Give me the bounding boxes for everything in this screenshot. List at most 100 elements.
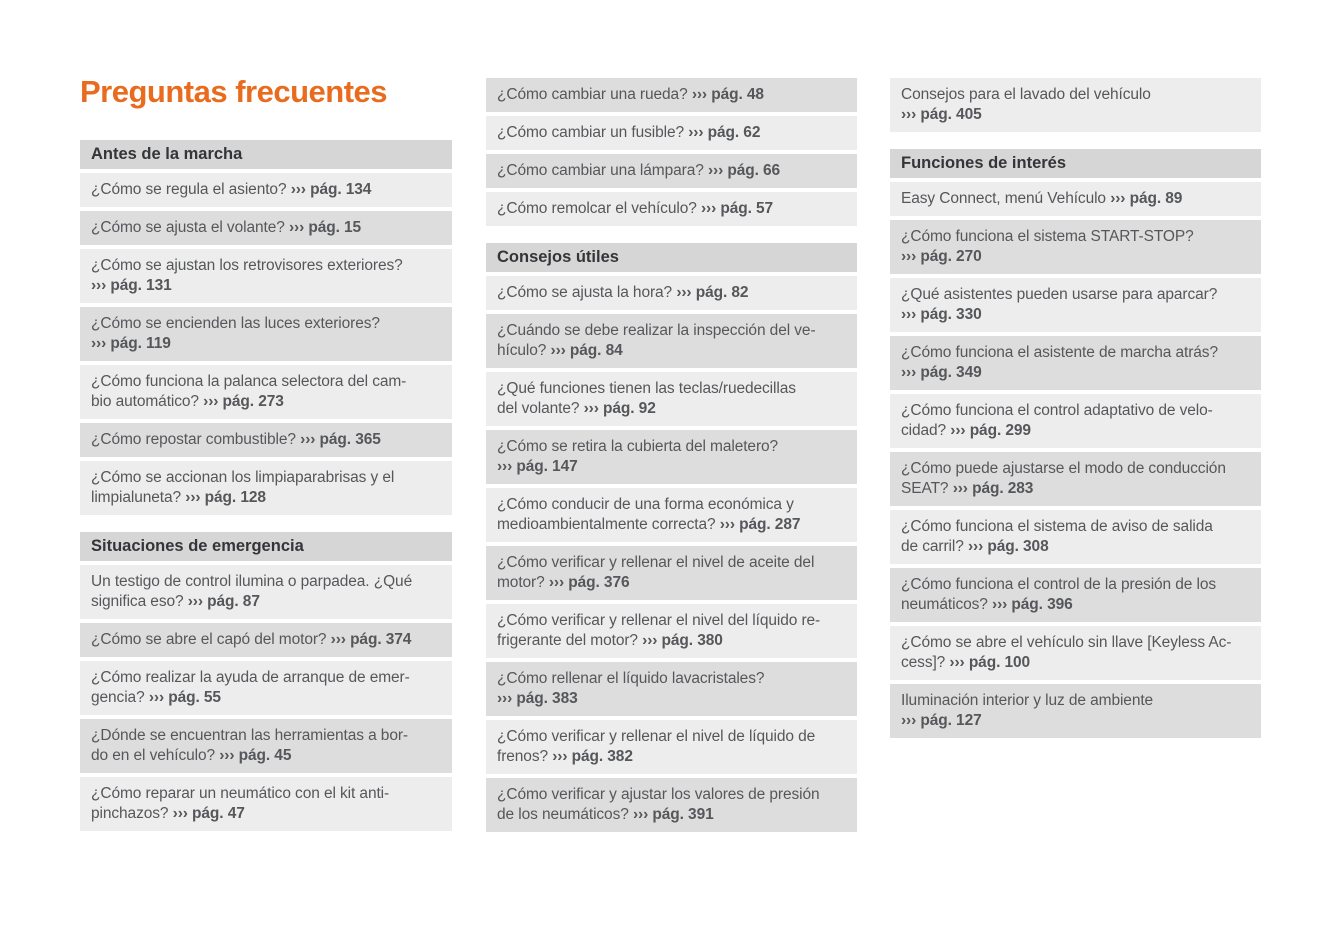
faq-item: ¿Cómo se ajusta el volante? ››› pág. 15 bbox=[80, 211, 452, 245]
faq-item: ¿Cómo funciona el control de la presión … bbox=[890, 568, 1261, 622]
faq-item: ¿Qué funciones tienen las teclas/ruedeci… bbox=[486, 372, 857, 426]
page-reference: ››› pág. 134 bbox=[290, 181, 372, 198]
page-reference: ››› pág. 55 bbox=[148, 689, 221, 706]
page-reference: ››› pág. 84 bbox=[550, 342, 623, 359]
page-reference: ››› pág. 15 bbox=[288, 219, 362, 236]
page-reference: ››› pág. 119 bbox=[91, 335, 171, 352]
page-reference: ››› pág. 270 bbox=[901, 248, 982, 265]
page-reference: ››› pág. 273 bbox=[203, 393, 284, 410]
page-reference: ››› pág. 89 bbox=[1110, 190, 1183, 207]
faq-item: Un testigo de control ilumina o parpadea… bbox=[80, 565, 452, 619]
faq-question: ¿Cómo funciona el sistema de aviso de sa… bbox=[901, 518, 1213, 555]
faq-item: ¿Dónde se encuentran las herramientas a … bbox=[80, 719, 452, 773]
faq-question: ¿Cómo verificar y rellenar el nivel de a… bbox=[497, 554, 815, 591]
column-right: Consejos para el lavado del vehículo ›››… bbox=[890, 78, 1261, 742]
page-reference: ››› pág. 147 bbox=[497, 458, 578, 475]
faq-question: ¿Cómo se encienden las luces exteriores? bbox=[91, 315, 380, 332]
faq-item: ¿Cómo cambiar un fusible? ››› pág. 62 bbox=[486, 116, 857, 150]
faq-question: ¿Dónde se encuentran las herramientas a … bbox=[91, 727, 408, 764]
faq-item: ¿Cómo verificar y rellenar el nivel de l… bbox=[486, 720, 857, 774]
faq-question: ¿Cómo reparar un neumático con el kit an… bbox=[91, 785, 390, 822]
page-reference: ››› pág. 365 bbox=[300, 431, 381, 448]
page-title: Preguntas frecuentes bbox=[80, 74, 388, 109]
page-reference: ››› pág. 66 bbox=[707, 162, 781, 179]
faq-item: ¿Cómo repostar combustible? ››› pág. 365 bbox=[80, 423, 452, 457]
page-reference: ››› pág. 396 bbox=[992, 596, 1073, 613]
faq-question: ¿Cómo se abre el vehículo sin llave [Key… bbox=[901, 634, 1232, 671]
page-reference: ››› pág. 330 bbox=[901, 306, 982, 323]
page-reference: ››› pág. 47 bbox=[172, 805, 245, 822]
page-reference: ››› pág. 380 bbox=[642, 632, 723, 649]
page-reference: ››› pág. 374 bbox=[330, 631, 412, 648]
page-reference: ››› pág. 405 bbox=[901, 106, 982, 123]
page-reference: ››› pág. 287 bbox=[719, 516, 801, 533]
page-reference: ››› pág. 45 bbox=[219, 747, 292, 764]
faq-question: ¿Cuándo se debe realizar la inspección d… bbox=[497, 322, 816, 359]
page-reference: ››› pág. 128 bbox=[185, 489, 266, 506]
faq-question: ¿Cómo conducir de una forma económica y … bbox=[497, 496, 794, 533]
faq-question: ¿Cómo funciona la palanca selectora del … bbox=[91, 373, 407, 410]
faq-question: ¿Qué funciones tienen las teclas/ruedeci… bbox=[497, 380, 796, 417]
faq-item: ¿Cómo reparar un neumático con el kit an… bbox=[80, 777, 452, 831]
section-header: Situaciones de emergencia bbox=[80, 532, 452, 561]
faq-question: ¿Cómo se ajustan los retrovisores exteri… bbox=[91, 257, 403, 274]
faq-question: ¿Cómo repostar combustible? bbox=[91, 431, 296, 448]
page-reference: ››› pág. 391 bbox=[632, 806, 714, 823]
faq-item: ¿Cómo realizar la ayuda de arranque de e… bbox=[80, 661, 452, 715]
faq-question: ¿Cómo cambiar un fusible? bbox=[497, 124, 685, 141]
faq-question: ¿Cómo funciona el sistema START-STOP? bbox=[901, 228, 1194, 245]
faq-item: ¿Cómo se ajusta la hora? ››› pág. 82 bbox=[486, 276, 857, 310]
faq-item: ¿Cómo cambiar una lámpara? ››› pág. 66 bbox=[486, 154, 857, 188]
faq-item: Easy Connect, menú Vehículo ››› pág. 89 bbox=[890, 182, 1261, 216]
faq-question: ¿Cómo se retira la cubierta del maletero… bbox=[497, 438, 779, 455]
faq-question: Easy Connect, menú Vehículo bbox=[901, 190, 1106, 207]
faq-item: ¿Cómo se encienden las luces exteriores?… bbox=[80, 307, 452, 361]
page-reference: ››› pág. 62 bbox=[688, 124, 761, 141]
faq-item: ¿Cómo funciona el control adaptativo de … bbox=[890, 394, 1261, 448]
page-reference: ››› pág. 376 bbox=[548, 574, 630, 591]
faq-question: ¿Cómo verificar y rellenar el nivel del … bbox=[497, 612, 821, 649]
page-reference: ››› pág. 57 bbox=[700, 200, 774, 217]
faq-item: ¿Cómo funciona el sistema START-STOP? ››… bbox=[890, 220, 1261, 274]
faq-question: ¿Cómo cambiar una lámpara? bbox=[497, 162, 704, 179]
page-reference: ››› pág. 92 bbox=[583, 400, 656, 417]
faq-question: ¿Cómo se regula el asiento? bbox=[91, 181, 287, 198]
section-header: Antes de la marcha bbox=[80, 140, 452, 169]
faq-question: Un testigo de control ilumina o parpadea… bbox=[91, 573, 413, 610]
section-header: Funciones de interés bbox=[890, 149, 1261, 178]
faq-item: Iluminación interior y luz de ambiente ›… bbox=[890, 684, 1261, 738]
faq-item: ¿Cómo remolcar el vehículo? ››› pág. 57 bbox=[486, 192, 857, 226]
faq-item: ¿Cómo se retira la cubierta del maletero… bbox=[486, 430, 857, 484]
faq-question: ¿Cómo se abre el capó del motor? bbox=[91, 631, 327, 648]
faq-item: ¿Cómo verificar y rellenar el nivel del … bbox=[486, 604, 857, 658]
page-reference: ››› pág. 308 bbox=[967, 538, 1049, 555]
faq-question: Iluminación interior y luz de ambiente bbox=[901, 692, 1154, 709]
faq-item: ¿Cómo cambiar una rueda? ››› pág. 48 bbox=[486, 78, 857, 112]
page-reference: ››› pág. 48 bbox=[691, 86, 764, 103]
faq-item: ¿Cómo funciona la palanca selectora del … bbox=[80, 365, 452, 419]
faq-question: ¿Cómo rellenar el líquido lavacristales? bbox=[497, 670, 765, 687]
page-reference: ››› pág. 131 bbox=[91, 277, 172, 294]
faq-item: ¿Cómo funciona el sistema de aviso de sa… bbox=[890, 510, 1261, 564]
faq-item: ¿Cómo puede ajustarse el modo de conducc… bbox=[890, 452, 1261, 506]
column-middle: ¿Cómo cambiar una rueda? ››› pág. 48 ¿Cóm… bbox=[486, 78, 857, 836]
faq-question: ¿Cómo realizar la ayuda de arranque de e… bbox=[91, 669, 410, 706]
faq-question: ¿Cómo se accionan los limpiaparabrisas y… bbox=[91, 469, 395, 506]
faq-question: ¿Cómo verificar y ajustar los valores de… bbox=[497, 786, 820, 823]
faq-question: ¿Cómo se ajusta el volante? bbox=[91, 219, 285, 236]
faq-question: ¿Cómo funciona el asistente de marcha at… bbox=[901, 344, 1218, 361]
faq-item: ¿Cómo verificar y rellenar el nivel de a… bbox=[486, 546, 857, 600]
page-reference: ››› pág. 82 bbox=[676, 284, 749, 301]
faq-item: ¿Cuándo se debe realizar la inspección d… bbox=[486, 314, 857, 368]
faq-item: Consejos para el lavado del vehículo ›››… bbox=[890, 78, 1261, 132]
faq-question: ¿Cómo remolcar el vehículo? bbox=[497, 200, 697, 217]
faq-item: ¿Cómo se accionan los limpiaparabrisas y… bbox=[80, 461, 452, 515]
faq-item: ¿Cómo se abre el capó del motor? ››› pág… bbox=[80, 623, 452, 657]
page-reference: ››› pág. 299 bbox=[950, 422, 1031, 439]
faq-item: ¿Cómo se regula el asiento? ››› pág. 134 bbox=[80, 173, 452, 207]
faq-item: ¿Cómo rellenar el líquido lavacristales?… bbox=[486, 662, 857, 716]
faq-item: ¿Cómo se abre el vehículo sin llave [Key… bbox=[890, 626, 1261, 680]
page-reference: ››› pág. 382 bbox=[552, 748, 633, 765]
faq-question: ¿Cómo funciona el control adaptativo de … bbox=[901, 402, 1213, 439]
faq-question: ¿Cómo se ajusta la hora? bbox=[497, 284, 673, 301]
